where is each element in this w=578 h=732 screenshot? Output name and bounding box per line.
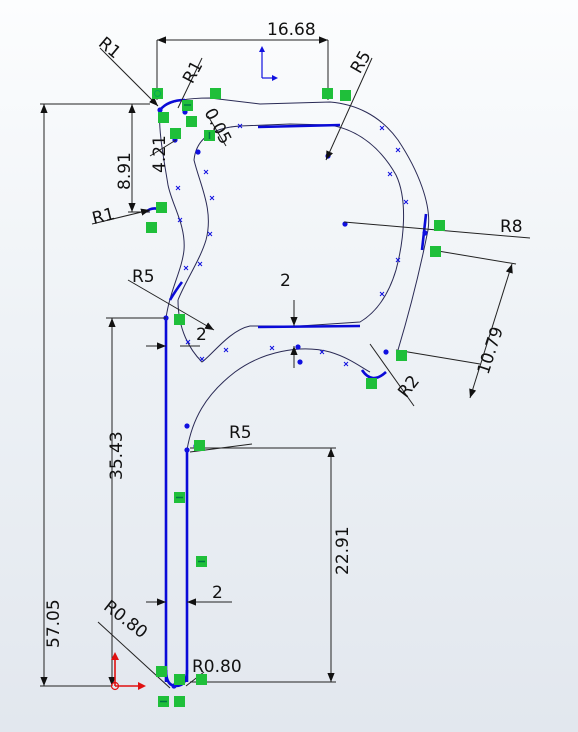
dim-r5-lower: R5 — [229, 423, 252, 443]
mid-segment[interactable] — [257, 324, 361, 329]
dim-22-91: 22.91 — [333, 526, 353, 575]
inner-hook-spline[interactable] — [177, 123, 404, 363]
dim-2-mid: 2 — [280, 271, 291, 291]
dim-r5-top-right: R5 — [347, 48, 376, 78]
lower-neck-spline[interactable] — [186, 348, 371, 451]
relation-badge-icon[interactable] — [186, 116, 197, 127]
relation-badge-icon[interactable] — [194, 440, 205, 451]
dim-2-bottom: 2 — [212, 583, 223, 603]
sketch-geometry[interactable] — [145, 97, 430, 689]
dim-35-43: 35.43 — [107, 431, 127, 480]
relation-badge-icon[interactable] — [156, 202, 167, 213]
relation-badge-icon[interactable] — [156, 666, 167, 677]
relation-badge-icon[interactable] — [396, 350, 407, 361]
dim-r0-80-right: R0.80 — [192, 657, 242, 677]
dim-16-68: 16.68 — [267, 20, 316, 40]
dimension-lines — [40, 36, 531, 689]
dim-4-21: 4.21 — [150, 135, 170, 173]
relation-badge-icon[interactable] — [322, 88, 333, 99]
relation-badge-icon[interactable] — [174, 696, 185, 707]
relation-badges[interactable] — [146, 88, 445, 707]
dim-r1-top-left: R1 — [94, 33, 124, 63]
sketch-point-icon — [157, 107, 428, 689]
relation-badge-icon[interactable] — [434, 220, 445, 231]
relation-badge-icon[interactable] — [158, 112, 169, 123]
relation-badge-icon[interactable] — [204, 130, 215, 141]
top-inner-segment[interactable] — [257, 123, 341, 129]
dim-57-05: 57.05 — [44, 599, 64, 648]
spline-star-markers — [175, 123, 409, 367]
relation-badge-icon[interactable] — [152, 88, 163, 99]
relation-badge-icon[interactable] — [170, 128, 181, 139]
dim-r1-left: R1 — [90, 204, 117, 229]
dim-r5-mid-left: R5 — [132, 267, 155, 287]
relation-badge-icon[interactable] — [340, 90, 351, 101]
relation-badge-icon[interactable] — [210, 88, 221, 99]
r5-fillet[interactable] — [168, 281, 184, 301]
dim-2-left: 2 — [196, 325, 207, 345]
relation-badge-icon[interactable] — [174, 492, 185, 503]
dim-r1-top-mid: R1 — [179, 58, 207, 87]
relation-badge-icon[interactable] — [196, 556, 207, 567]
relation-badge-icon[interactable] — [196, 674, 207, 685]
dim-r8: R8 — [500, 217, 523, 237]
relation-badge-icon[interactable] — [146, 222, 157, 233]
dim-0-05: 0.05 — [200, 105, 235, 148]
dim-10-79: 10.79 — [474, 324, 508, 376]
relation-badge-icon[interactable] — [430, 246, 441, 257]
dim-8-91: 8.91 — [115, 152, 135, 190]
outer-hook-spline[interactable] — [159, 97, 430, 351]
r2-fillet[interactable] — [360, 369, 387, 380]
relation-badge-icon[interactable] — [366, 378, 377, 389]
relation-badge-icon[interactable] — [174, 674, 185, 685]
dimension-labels: 16.68 R1 R1 R5 0.05 4.21 8.91 R1 R8 R5 2… — [44, 20, 523, 677]
dim-r2: R2 — [394, 372, 424, 402]
relation-badge-icon[interactable] — [182, 100, 193, 111]
origin-icon — [110, 652, 146, 691]
relation-badge-icon[interactable] — [158, 696, 169, 707]
sketch-origin-icon — [259, 46, 278, 81]
dim-r0-80-left: R0.80 — [100, 597, 151, 643]
relation-badge-icon[interactable] — [174, 314, 185, 325]
